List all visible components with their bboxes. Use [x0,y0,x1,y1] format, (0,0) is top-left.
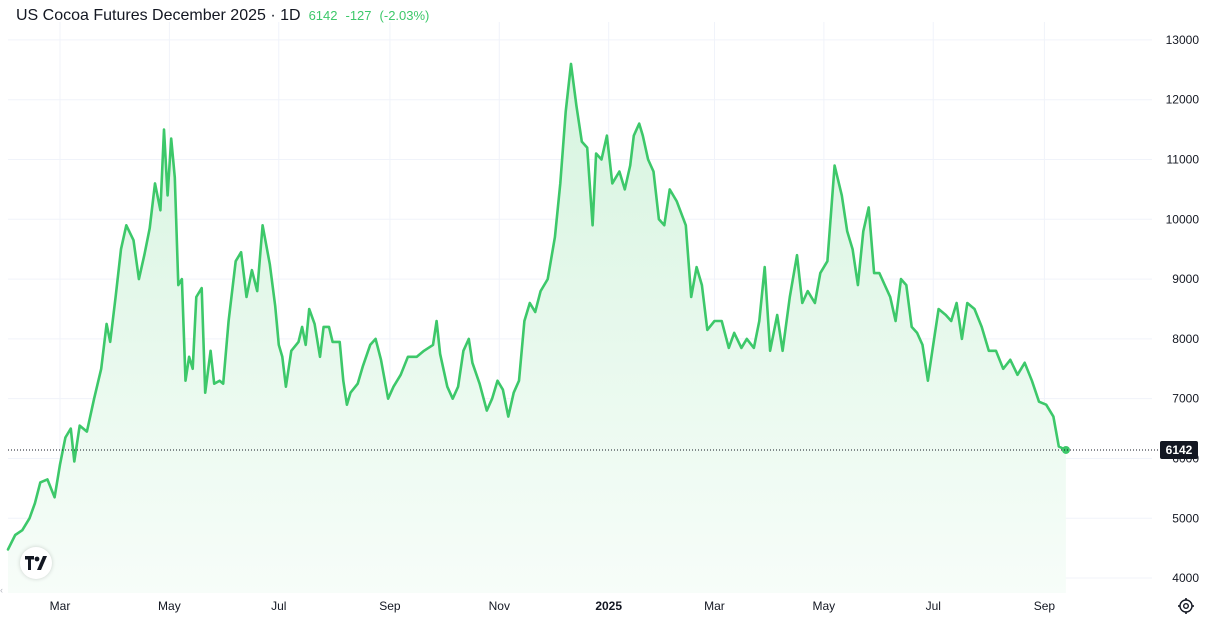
x-tick-label: May [158,599,181,613]
chart-title: US Cocoa Futures December 2025 · 1D [16,7,301,24]
price-change: -127 [345,8,372,23]
x-tick-label: Mar [704,599,725,613]
chevron-left-icon[interactable]: ‹ [0,585,3,595]
x-tick-label: Mar [50,599,71,613]
x-tick-label: Jul [271,599,286,613]
y-tick-label: 8000 [1172,332,1199,346]
last-price-label-layer: 6142 [1160,441,1198,459]
last-price-point [1061,445,1070,454]
y-tick-label: 7000 [1172,392,1199,406]
chart-header: US Cocoa Futures December 2025 · 1D 6142… [16,7,429,29]
y-tick-label: 5000 [1172,511,1199,525]
x-tick-label: Sep [379,599,401,613]
x-tick-label: 2025 [595,599,622,613]
last-price-label: 6142 [1166,443,1193,457]
y-tick-label: 4000 [1172,571,1199,585]
price-axis[interactable]: 1300012000110001000090008000700060005000… [1166,33,1200,585]
price-area-fill [8,63,1066,593]
x-tick-label: May [813,599,836,613]
tradingview-logo-icon[interactable] [20,547,52,579]
last-price: 6142 [308,8,338,23]
price-area-layer [6,62,1070,593]
price-change-percent: (-2.03%) [379,8,430,23]
last-price-label-bg [1160,441,1198,459]
y-tick-label: 12000 [1166,93,1200,107]
price-line [6,62,1068,551]
x-tick-label: Jul [926,599,941,613]
settings-gear-icon[interactable] [1177,597,1195,615]
y-tick-label: 10000 [1166,212,1200,226]
x-tick-label: Nov [489,599,510,613]
y-tick-label: 9000 [1172,272,1199,286]
time-axis[interactable]: Mar May Jul Sep Nov 2025 Mar May Jul Sep [50,599,1056,613]
y-tick-label: 11000 [1167,153,1200,167]
x-tick-label: Sep [1034,599,1056,613]
y-tick-label: 13000 [1166,33,1200,47]
